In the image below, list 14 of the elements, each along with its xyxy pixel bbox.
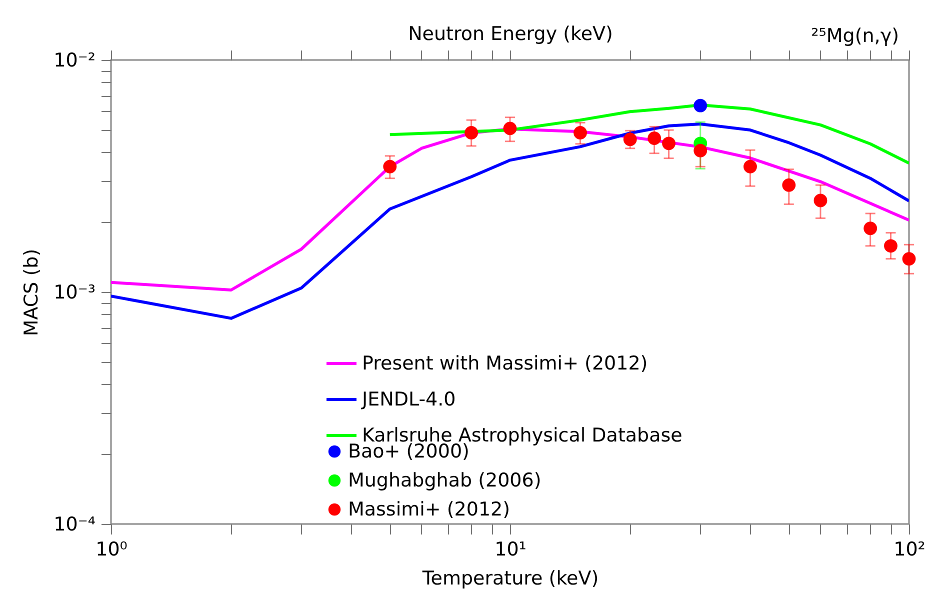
x-tick-label: 10² bbox=[894, 538, 926, 560]
y-tick-label: 10⁻³ bbox=[54, 282, 96, 304]
legend-label: Mughabghab (2006) bbox=[348, 470, 542, 492]
legend-label: Massimi+ (2012) bbox=[348, 498, 510, 520]
y-tick-label: 10⁻² bbox=[54, 50, 96, 72]
x-tick-label: 10⁰ bbox=[96, 538, 128, 560]
text: ²⁵Mg(n,γ) bbox=[811, 25, 899, 47]
legend-label: JENDL-4.0 bbox=[361, 388, 456, 410]
y-axis-title: MACS (b) bbox=[20, 248, 43, 336]
x-tick-label: 10¹ bbox=[494, 538, 526, 560]
x-axis-title: Temperature (keV) bbox=[421, 568, 599, 590]
y-tick-label: 10⁻⁴ bbox=[54, 514, 96, 536]
x2-axis-title: Neutron Energy (keV) bbox=[408, 23, 613, 45]
legend-label: Present with Massimi+ (2012) bbox=[362, 352, 648, 374]
